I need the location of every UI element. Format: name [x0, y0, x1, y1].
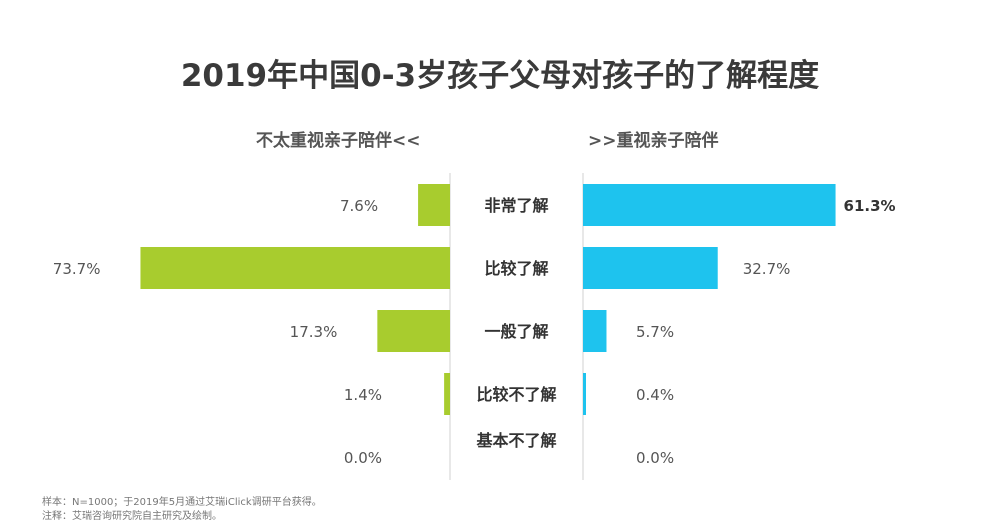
left-value-label-1: 73.7% — [53, 260, 101, 278]
right-value-label-0: 61.3% — [844, 197, 896, 215]
chart-title: 2019年中国0-3岁孩子父母对孩子的了解程度 — [180, 58, 820, 94]
left-side-header: 不太重视亲子陪伴<< — [256, 131, 421, 151]
right-value-label-4: 0.0% — [636, 449, 674, 467]
category-label-1: 比较了解 — [484, 259, 548, 278]
left-value-label-3: 1.4% — [344, 386, 382, 404]
left-bar-1 — [140, 247, 450, 289]
right-value-label-1: 32.7% — [743, 260, 791, 278]
right-value-label-2: 5.7% — [636, 323, 674, 341]
footnote-note: 注释：艾瑞咨询研究院自主研究及绘制。 — [42, 511, 222, 522]
footnote-sample: 样本：N=1000；于2019年5月通过艾瑞iClick调研平台获得。 — [42, 497, 322, 508]
category-label-4: 基本不了解 — [475, 431, 556, 450]
right-bar-3 — [583, 373, 586, 415]
left-value-label-2: 17.3% — [290, 323, 338, 341]
right-bar-2 — [583, 310, 607, 352]
category-label-0: 非常了解 — [484, 196, 548, 215]
left-bar-0 — [418, 184, 450, 226]
right-side-header: >>重视亲子陪伴 — [588, 131, 719, 151]
left-value-label-4: 0.0% — [344, 449, 382, 467]
right-value-label-3: 0.4% — [636, 386, 674, 404]
category-label-2: 一般了解 — [484, 322, 548, 341]
category-label-3: 比较不了解 — [476, 385, 556, 404]
right-bar-0 — [583, 184, 836, 226]
left-value-label-0: 7.6% — [340, 197, 378, 215]
left-bar-3 — [444, 373, 450, 415]
right-bar-1 — [583, 247, 718, 289]
left-bar-2 — [377, 310, 450, 352]
